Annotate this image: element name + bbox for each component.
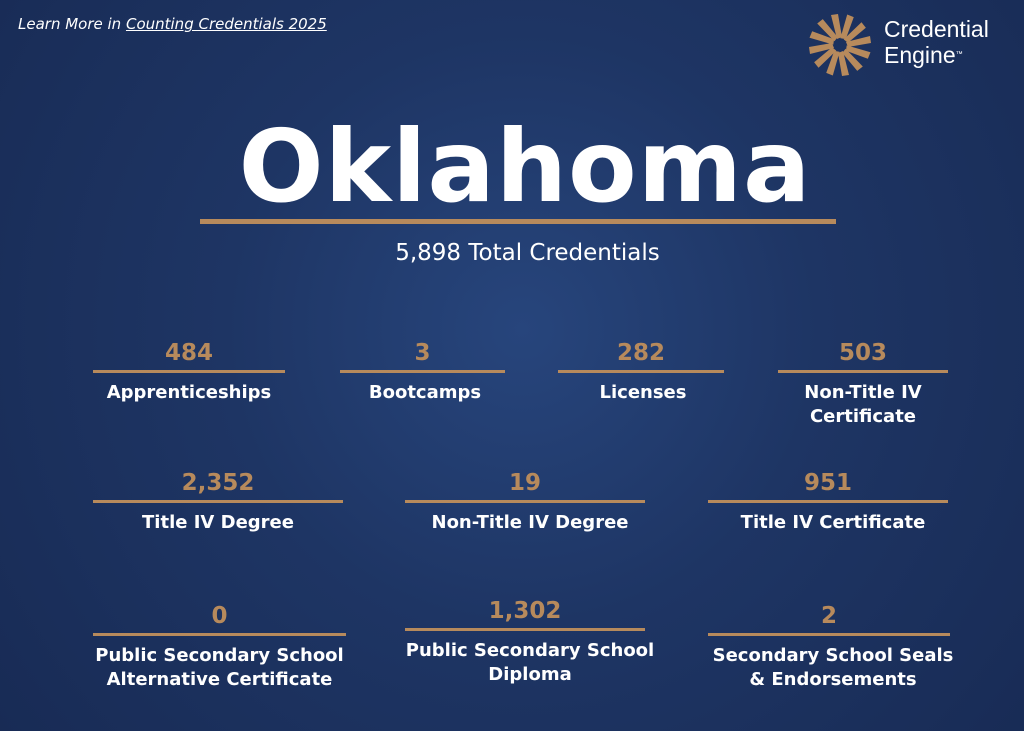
credential-item: 0 Public Secondary School Alternative Cer… bbox=[93, 603, 346, 692]
credential-type: Title IV Certificate bbox=[740, 512, 926, 533]
credential-count: 484 bbox=[164, 340, 213, 366]
credential-count: 3 bbox=[414, 340, 431, 366]
count-underline bbox=[93, 500, 343, 503]
count-underline bbox=[708, 633, 950, 636]
logo-ray bbox=[809, 31, 835, 45]
credential-count: 19 bbox=[508, 470, 541, 496]
count-underline bbox=[778, 370, 948, 373]
credential-type: Public Secondary School Alternative Cert… bbox=[95, 645, 344, 690]
title-underline bbox=[200, 219, 836, 224]
logo-line2: Engine bbox=[884, 42, 956, 68]
link-prefix: Learn More in bbox=[18, 15, 122, 33]
credential-type: Public Secondary School Diploma bbox=[405, 640, 655, 685]
count-underline bbox=[558, 370, 724, 373]
credential-count: 951 bbox=[803, 470, 852, 496]
credential-item: 19 Non-Title IV Degree bbox=[405, 470, 645, 535]
logo-ray bbox=[843, 22, 866, 43]
credential-count: 503 bbox=[838, 340, 887, 366]
credential-type: Licenses bbox=[599, 382, 687, 403]
credential-item: 2,352 Title IV Degree bbox=[93, 470, 343, 535]
report-link[interactable]: Counting Credentials 2025 bbox=[125, 15, 327, 33]
credential-count: 1,302 bbox=[488, 598, 562, 624]
credential-type: Bootcamps bbox=[368, 382, 482, 403]
logo-ray bbox=[845, 45, 871, 59]
credential-count: 282 bbox=[616, 340, 665, 366]
logo-line: Engine™ bbox=[884, 42, 989, 68]
logo-line: Credential bbox=[884, 16, 989, 42]
count-underline bbox=[340, 370, 505, 373]
logo-ray bbox=[846, 36, 871, 47]
logo-ray bbox=[842, 48, 863, 71]
logo-ray bbox=[840, 14, 854, 40]
credential-count: 2,352 bbox=[181, 470, 255, 496]
credential-type: Non-Title IV Certificate bbox=[804, 382, 922, 427]
credential-item: 951 Title IV Certificate bbox=[708, 470, 948, 535]
credential-type: Non-Title IV Degree bbox=[431, 512, 629, 533]
count-underline bbox=[93, 633, 346, 636]
logo-ray bbox=[817, 19, 838, 42]
credential-item: 3 Bootcamps bbox=[340, 340, 505, 405]
count-underline bbox=[708, 500, 948, 503]
credential-type: Apprenticeships bbox=[106, 382, 272, 403]
logo-ray bbox=[838, 51, 849, 76]
trademark: ™ bbox=[955, 51, 963, 58]
count-underline bbox=[93, 370, 285, 373]
logo-ray bbox=[809, 43, 834, 54]
logo-ray bbox=[826, 50, 840, 76]
credential-item: 282 Licenses bbox=[558, 340, 724, 405]
credential-item: 503 Non-Title IV Certificate bbox=[778, 340, 948, 429]
logo-icon bbox=[809, 14, 871, 76]
credential-count: 2 bbox=[820, 603, 837, 629]
logo-ray bbox=[831, 14, 842, 39]
credential-item: 2 Secondary School Seals & Endorsements bbox=[708, 603, 953, 692]
credential-item: 1,302 Public Secondary School Diploma bbox=[405, 598, 654, 687]
count-underline bbox=[405, 500, 645, 503]
credential-item: 484 Apprenticeships bbox=[93, 340, 285, 405]
count-underline bbox=[405, 628, 645, 631]
credential-type: Title IV Degree bbox=[142, 512, 294, 533]
header-link[interactable]: Learn More in Counting Credentials 2025 bbox=[18, 15, 327, 33]
credential-type: Secondary School Seals & Endorsements bbox=[712, 645, 954, 690]
credential-count: 0 bbox=[211, 603, 228, 629]
logo-ray bbox=[814, 47, 837, 68]
logo-text: Credential Engine™ bbox=[884, 16, 989, 68]
total-credentials: 5,898 Total Credentials bbox=[395, 240, 660, 266]
state-title: Oklahoma bbox=[238, 108, 812, 225]
